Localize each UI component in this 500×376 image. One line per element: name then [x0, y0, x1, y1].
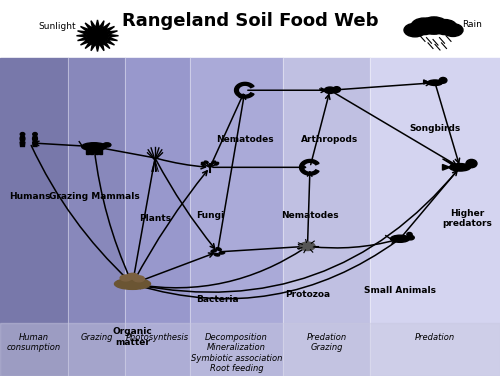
Polygon shape — [32, 142, 38, 147]
Bar — [0, 58, 68, 376]
Ellipse shape — [204, 161, 208, 163]
Bar — [190, 58, 282, 376]
Bar — [99, 148, 102, 154]
Ellipse shape — [450, 164, 470, 171]
Text: Nematodes: Nematodes — [216, 135, 274, 144]
Ellipse shape — [20, 135, 25, 142]
Ellipse shape — [133, 276, 144, 282]
Text: Fungi: Fungi — [196, 211, 224, 220]
Bar — [0, 0, 500, 58]
Bar — [68, 58, 125, 376]
Ellipse shape — [411, 18, 437, 35]
Ellipse shape — [404, 23, 426, 37]
Bar — [282, 58, 370, 376]
Text: Arthropods: Arthropods — [302, 135, 358, 144]
Ellipse shape — [390, 235, 409, 243]
Polygon shape — [300, 159, 319, 175]
Ellipse shape — [219, 252, 224, 254]
Text: Organic
matter: Organic matter — [112, 327, 152, 347]
Text: Grazing Mammals: Grazing Mammals — [48, 192, 140, 201]
Ellipse shape — [428, 80, 442, 85]
Bar — [95, 148, 98, 154]
Text: Predation: Predation — [415, 333, 455, 342]
Ellipse shape — [215, 162, 218, 165]
Circle shape — [466, 159, 477, 168]
Polygon shape — [442, 165, 450, 170]
Circle shape — [33, 132, 37, 136]
Text: Sunlight: Sunlight — [38, 22, 76, 31]
Text: Plants: Plants — [139, 214, 171, 223]
Circle shape — [20, 132, 24, 136]
Text: Grazing: Grazing — [80, 333, 113, 342]
Bar — [125, 58, 190, 376]
Ellipse shape — [202, 162, 205, 165]
Text: Small Animals: Small Animals — [364, 286, 436, 295]
Circle shape — [407, 232, 412, 237]
Text: Humans: Humans — [9, 192, 51, 201]
Text: Predation
Grazing: Predation Grazing — [306, 333, 346, 352]
Bar — [90, 148, 93, 154]
Text: Higher
predators: Higher predators — [442, 209, 492, 228]
Ellipse shape — [120, 275, 132, 281]
Circle shape — [439, 77, 447, 83]
Ellipse shape — [214, 253, 220, 256]
Polygon shape — [442, 159, 458, 166]
Text: Protozoa: Protozoa — [285, 290, 330, 299]
Ellipse shape — [103, 143, 111, 147]
Ellipse shape — [300, 242, 315, 250]
Bar — [86, 148, 89, 154]
Ellipse shape — [127, 273, 138, 279]
Polygon shape — [76, 20, 118, 52]
Ellipse shape — [82, 143, 106, 150]
Ellipse shape — [114, 278, 150, 290]
Ellipse shape — [32, 135, 38, 142]
Circle shape — [333, 87, 340, 92]
Ellipse shape — [420, 17, 448, 34]
Ellipse shape — [212, 161, 216, 163]
Text: Human
consumption: Human consumption — [6, 333, 60, 352]
Ellipse shape — [216, 248, 222, 250]
Text: Songbirds: Songbirds — [410, 124, 461, 133]
Ellipse shape — [211, 250, 216, 252]
Text: Rain: Rain — [462, 20, 482, 29]
Ellipse shape — [406, 235, 414, 240]
Text: Decomposition
Mineralization
Symbiotic association
Root feeding: Decomposition Mineralization Symbiotic a… — [191, 333, 282, 373]
Ellipse shape — [443, 24, 463, 36]
Ellipse shape — [433, 20, 457, 35]
Text: Photosynthesis: Photosynthesis — [126, 333, 189, 342]
Polygon shape — [234, 82, 254, 98]
Polygon shape — [424, 80, 428, 84]
Ellipse shape — [324, 87, 336, 94]
Bar — [370, 58, 500, 376]
Text: Nematodes: Nematodes — [281, 211, 339, 220]
Text: Bacteria: Bacteria — [196, 295, 239, 304]
Polygon shape — [20, 142, 25, 147]
Text: Rangeland Soil Food Web: Rangeland Soil Food Web — [122, 12, 378, 30]
Bar — [0, 323, 500, 376]
